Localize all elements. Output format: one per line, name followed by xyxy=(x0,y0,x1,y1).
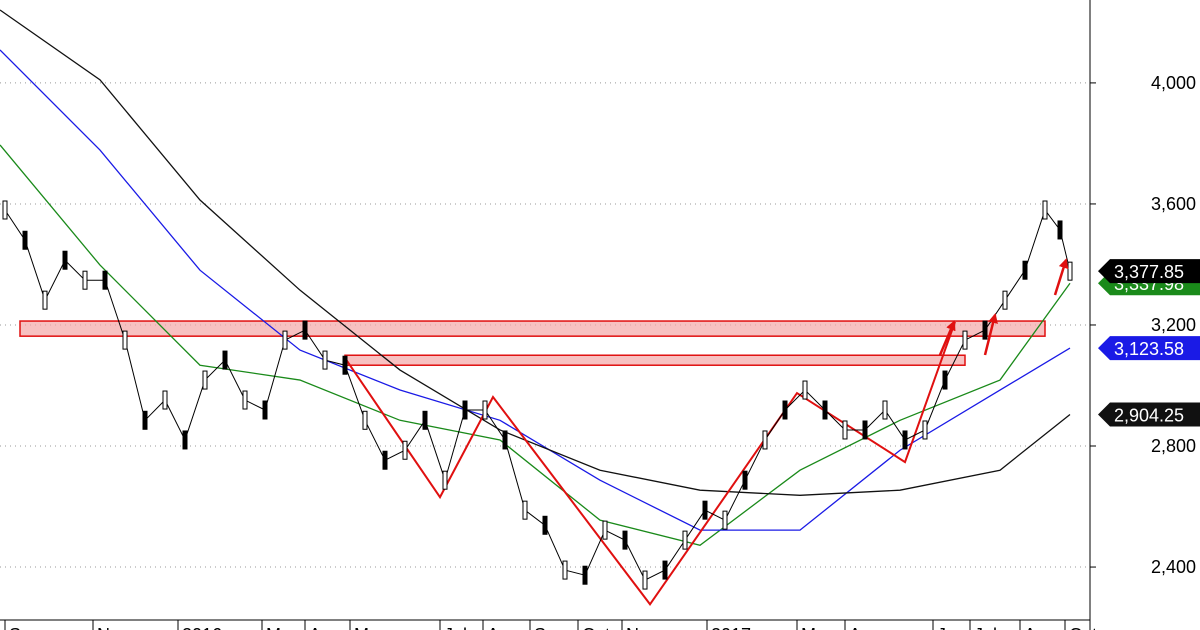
candle xyxy=(1057,220,1063,240)
x-tick-label: Aug xyxy=(487,625,519,630)
x-tick-label: Nov xyxy=(97,625,129,630)
candle xyxy=(342,355,348,375)
candle xyxy=(802,380,808,400)
candle xyxy=(2,200,8,220)
last-value-label: 3,377.85 xyxy=(1114,262,1184,282)
candle xyxy=(682,530,688,550)
x-tick-label: Apr xyxy=(849,625,877,630)
candle xyxy=(542,515,548,535)
moving-average xyxy=(0,9,1071,496)
candle xyxy=(102,270,108,290)
candle xyxy=(902,430,908,450)
candle xyxy=(882,400,888,420)
last-value-label: 3,123.58 xyxy=(1114,339,1184,359)
candle xyxy=(462,400,468,420)
candle xyxy=(1002,290,1008,310)
arrow xyxy=(983,313,998,356)
last-value-label: 2,904.25 xyxy=(1114,405,1184,425)
x-tick-label: Mar xyxy=(801,625,832,630)
x-tick-label: Jul xyxy=(974,625,997,630)
candle xyxy=(142,410,148,430)
x-tick-label: Mar xyxy=(266,625,297,630)
candle xyxy=(382,450,388,470)
candle xyxy=(702,500,708,520)
x-tick-label: Apr xyxy=(309,625,337,630)
candle xyxy=(922,420,928,440)
candle xyxy=(322,350,328,370)
candle xyxy=(502,430,508,450)
moving-average xyxy=(0,144,1071,546)
candle xyxy=(422,410,428,430)
y-tick-label: 3,200 xyxy=(1151,315,1196,335)
candle xyxy=(862,420,868,440)
candle xyxy=(42,290,48,310)
candle xyxy=(962,330,968,350)
x-tick-label: Jun xyxy=(937,625,966,630)
zone xyxy=(19,320,1046,337)
candle xyxy=(1067,261,1073,281)
candle xyxy=(262,400,268,420)
last-value-tag xyxy=(1098,402,1200,427)
x-tick-label: Sep xyxy=(534,625,566,630)
candle xyxy=(82,270,88,290)
x-tick-label: 2016 xyxy=(182,625,222,630)
candle xyxy=(1042,200,1048,220)
candle xyxy=(822,400,828,420)
x-tick-label: Nov xyxy=(626,625,658,630)
y-tick-label: 2,400 xyxy=(1151,557,1196,577)
candle xyxy=(122,330,128,350)
last-value-tag xyxy=(1098,259,1200,284)
candle xyxy=(362,410,368,430)
y-tick-label: 2,800 xyxy=(1151,436,1196,456)
candle xyxy=(622,530,628,550)
candle xyxy=(782,400,788,420)
candle xyxy=(202,370,208,390)
candle xyxy=(182,430,188,450)
candle xyxy=(942,370,948,390)
x-tick-label: Oct xyxy=(582,625,610,630)
candle xyxy=(162,390,168,410)
candle xyxy=(1022,260,1028,280)
candle xyxy=(442,470,448,490)
arrow xyxy=(1053,258,1069,296)
candle xyxy=(582,565,588,585)
candle xyxy=(482,400,488,420)
candle xyxy=(642,570,648,590)
zigzag-line xyxy=(344,321,956,606)
candle xyxy=(662,560,668,580)
x-tick-label: May xyxy=(354,625,388,630)
x-tick-label: Sep xyxy=(9,625,41,630)
last-value-tag xyxy=(1098,336,1200,361)
candle xyxy=(602,520,608,540)
candle xyxy=(742,470,748,490)
y-tick-label: 4,000 xyxy=(1151,73,1196,93)
x-tick-label: Aug xyxy=(1024,625,1056,630)
candle xyxy=(22,230,28,250)
candle xyxy=(242,390,248,410)
candle xyxy=(562,560,568,580)
x-tick-label: Oct xyxy=(1069,625,1097,630)
candle xyxy=(222,350,228,370)
candle xyxy=(842,420,848,440)
candle xyxy=(982,320,988,340)
candle xyxy=(402,440,408,460)
candle xyxy=(762,430,768,450)
arrow xyxy=(938,320,956,356)
candle xyxy=(62,250,68,270)
candle xyxy=(522,500,528,520)
x-tick-label: Jul xyxy=(444,625,467,630)
candle xyxy=(722,510,728,530)
candle xyxy=(302,320,308,340)
trend-arrows xyxy=(938,258,1069,356)
zone xyxy=(344,354,966,366)
x-tick-label: 2017 xyxy=(711,625,751,630)
y-tick-label: 3,600 xyxy=(1151,194,1196,214)
candle xyxy=(282,330,288,350)
